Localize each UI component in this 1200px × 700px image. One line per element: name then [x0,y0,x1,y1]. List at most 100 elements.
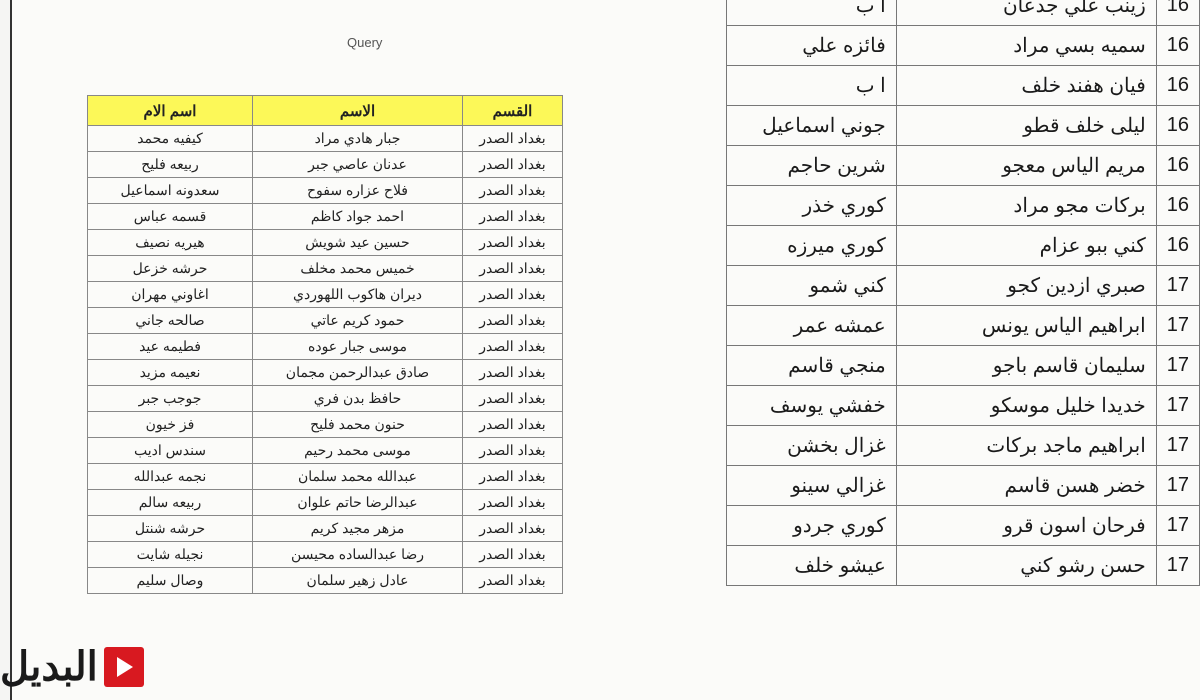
table-row: 16سميه بسي مرادفائزه علي [726,26,1199,66]
logo-text: البديل [0,644,98,690]
cell-name: مزهر مجيد كريم [253,516,463,542]
cell-index: 16 [1156,66,1199,106]
cell-name: سميه بسي مراد [896,26,1156,66]
cell-name: حنون محمد فليح [253,412,463,438]
table-row: بغداد الصدرحافظ بدن فريجوجب جبر [88,386,563,412]
cell-mother: فائزه علي [726,26,896,66]
cell-name: ابراهيم ماجد بركات [896,426,1156,466]
cell-dept: بغداد الصدر [463,152,563,178]
cell-mother: عيشو خلف [726,546,896,586]
table-row: بغداد الصدرعادل زهير سلمانوصال سليم [88,568,563,594]
cell-mother: غزالي سينو [726,466,896,506]
cell-dept: بغداد الصدر [463,490,563,516]
cell-mother: شرين حاجم [726,146,896,186]
cell-name: خميس محمد مخلف [253,256,463,282]
cell-name: صادق عبدالرحمن مجمان [253,360,463,386]
cell-name: موسى محمد رحيم [253,438,463,464]
header-name: الاسم [253,96,463,126]
cell-name: خضر هسن قاسم [896,466,1156,506]
cell-dept: بغداد الصدر [463,256,563,282]
cell-name: كني ببو عزام [896,226,1156,266]
cell-index: 16 [1156,106,1199,146]
cell-dept: بغداد الصدر [463,282,563,308]
cell-mother: صالحه جاني [88,308,253,334]
cell-mother: حرشه خزعل [88,256,253,282]
cell-mother: اغاوني مهران [88,282,253,308]
cell-name: سليمان قاسم باجو [896,346,1156,386]
cell-mother: سندس اديب [88,438,253,464]
cell-name: موسى جبار عوده [253,334,463,360]
cell-mother: عمشه عمر [726,306,896,346]
left-table-header-row: القسم الاسم اسم الام [88,96,563,126]
table-row: 16كني ببو عزامكوري ميرزه [726,226,1199,266]
cell-mother: جوجب جبر [88,386,253,412]
cell-name: عدنان عاصي جبر [253,152,463,178]
cell-name: فيان هفند خلف [896,66,1156,106]
cell-mother: وصال سليم [88,568,253,594]
right-table: 16زينب علي جدعانا ب16سميه بسي مرادفائزه … [726,0,1200,586]
cell-mother: كوري ميرزه [726,226,896,266]
cell-index: 17 [1156,386,1199,426]
cell-dept: بغداد الصدر [463,360,563,386]
cell-index: 17 [1156,306,1199,346]
cell-mother: نعيمه مزيد [88,360,253,386]
table-row: 17صبري ازدين كجوكني شمو [726,266,1199,306]
table-row: بغداد الصدرعبدالرضا حاتم علوانربيعه سالم [88,490,563,516]
watermark-logo: البديل [0,644,144,690]
cell-name: زينب علي جدعان [896,0,1156,26]
query-label: Query [347,35,382,50]
cell-dept: بغداد الصدر [463,126,563,152]
cell-mother: ربيعه فليح [88,152,253,178]
table-row: بغداد الصدرعبدالله محمد سلماننجمه عبدالل… [88,464,563,490]
cell-dept: بغداد الصدر [463,464,563,490]
cell-index: 16 [1156,146,1199,186]
table-row: بغداد الصدراحمد جواد كاظمقسمه عباس [88,204,563,230]
table-row: 17ابراهيم ماجد بركاتغزال بخشن [726,426,1199,466]
cell-index: 16 [1156,186,1199,226]
table-row: بغداد الصدرموسى جبار عودهفطيمه عيد [88,334,563,360]
table-row: بغداد الصدرصادق عبدالرحمن مجماننعيمه مزي… [88,360,563,386]
table-row: 16ليلى خلف قطوجوني اسماعيل [726,106,1199,146]
cell-mother: غزال بخشن [726,426,896,466]
cell-name: بركات مجو مراد [896,186,1156,226]
cell-name: فلاح عزاره سفوح [253,178,463,204]
cell-name: حمود كريم عاتي [253,308,463,334]
cell-name: ليلى خلف قطو [896,106,1156,146]
table-row: 17حسن رشو كنيعيشو خلف [726,546,1199,586]
table-row: بغداد الصدرمزهر مجيد كريمحرشه شنتل [88,516,563,542]
cell-mother: كوري خذر [726,186,896,226]
cell-index: 16 [1156,26,1199,66]
cell-mother: سعدونه اسماعيل [88,178,253,204]
cell-name: جبار هادي مراد [253,126,463,152]
table-row: 17خضر هسن قاسمغزالي سينو [726,466,1199,506]
cell-mother: فطيمه عيد [88,334,253,360]
cell-name: رضا عبدالساده محيسن [253,542,463,568]
cell-mother: فز خيون [88,412,253,438]
table-row: بغداد الصدرحمود كريم عاتيصالحه جاني [88,308,563,334]
cell-name: صبري ازدين كجو [896,266,1156,306]
table-row: بغداد الصدرديران هاكوب اللهوردياغاوني مه… [88,282,563,308]
cell-name: حسن رشو كني [896,546,1156,586]
table-row: بغداد الصدرجبار هادي مرادكيفيه محمد [88,126,563,152]
cell-mother: هيريه نصيف [88,230,253,256]
cell-name: عادل زهير سلمان [253,568,463,594]
cell-mother: كيفيه محمد [88,126,253,152]
cell-dept: بغداد الصدر [463,204,563,230]
cell-mother: خفشي يوسف [726,386,896,426]
table-row: 17فرحان اسون قروكوري جردو [726,506,1199,546]
table-row: 16فيان هفند خلفا ب [726,66,1199,106]
cell-mother: ربيعه سالم [88,490,253,516]
cell-mother: ا ب [726,0,896,26]
document-page: Query القسم الاسم اسم الام بغداد الصدرجب… [10,0,1200,700]
table-row: بغداد الصدرموسى محمد رحيمسندس اديب [88,438,563,464]
cell-index: 17 [1156,346,1199,386]
cell-name: خديدا خليل موسكو [896,386,1156,426]
cell-name: حسين عيد شويش [253,230,463,256]
cell-dept: بغداد الصدر [463,568,563,594]
table-row: بغداد الصدرعدنان عاصي جبرربيعه فليح [88,152,563,178]
cell-mother: ا ب [726,66,896,106]
table-row: بغداد الصدررضا عبدالساده محيسننجيله شايت [88,542,563,568]
cell-mother: كوري جردو [726,506,896,546]
cell-index: 17 [1156,546,1199,586]
cell-dept: بغداد الصدر [463,516,563,542]
